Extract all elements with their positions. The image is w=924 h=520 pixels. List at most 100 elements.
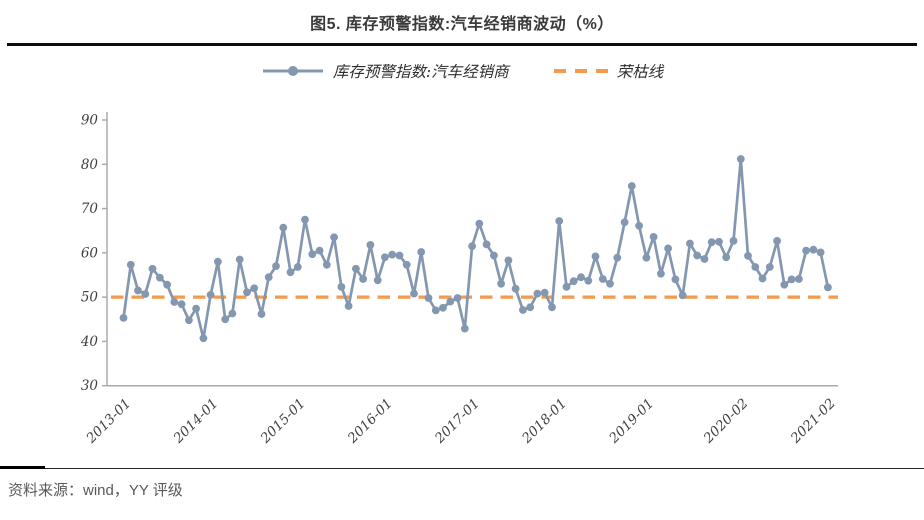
data-point — [686, 239, 694, 248]
data-point — [206, 291, 215, 299]
data-point — [649, 233, 658, 241]
data-point — [475, 219, 484, 228]
data-point — [657, 269, 665, 278]
x-tick-label: 2020-02 — [700, 396, 752, 448]
data-point — [773, 237, 781, 245]
x-tick-label: 2014-01 — [170, 396, 222, 448]
data-point — [417, 248, 426, 256]
data-point — [424, 294, 433, 302]
x-tick-label: 2018-01 — [518, 396, 570, 448]
y-tick-label: 90 — [81, 113, 99, 129]
data-point — [744, 252, 752, 260]
data-point — [795, 275, 803, 283]
data-point — [780, 280, 789, 289]
data-point — [497, 279, 505, 288]
data-point — [322, 260, 331, 269]
data-point — [736, 155, 745, 163]
series-line-swatch — [262, 66, 323, 76]
x-tick-label: 2015-01 — [257, 396, 309, 448]
data-point — [468, 242, 476, 251]
data-point — [170, 298, 179, 306]
data-point — [816, 248, 825, 257]
data-point — [511, 284, 520, 293]
data-point — [250, 284, 259, 293]
data-point — [148, 264, 157, 273]
y-tick-label: 80 — [81, 157, 99, 173]
data-point — [700, 255, 709, 263]
chart-title: 图5. 库存预警指数:汽车经销商波动（%） — [310, 16, 614, 33]
x-tick-label: 2019-01 — [605, 396, 657, 448]
data-point — [301, 215, 309, 224]
data-point — [155, 273, 164, 282]
data-point — [787, 275, 796, 284]
data-point — [235, 255, 244, 264]
data-point — [555, 217, 564, 225]
data-point — [526, 303, 535, 312]
data-point — [809, 245, 818, 254]
data-point — [548, 303, 556, 312]
data-point — [352, 264, 360, 273]
title-divider — [7, 43, 917, 46]
data-point — [722, 253, 731, 262]
x-tick-label: 2013-01 — [83, 396, 135, 448]
data-point — [264, 273, 273, 282]
x-tick-label: 2021-02 — [787, 396, 839, 448]
data-point — [693, 251, 702, 260]
data-point — [308, 250, 317, 259]
data-point — [729, 237, 738, 245]
legend-item-series: 库存预警指数:汽车经销商 — [261, 60, 509, 82]
data-point — [330, 233, 338, 242]
data-point — [163, 280, 172, 289]
x-tick-label: 2016-01 — [344, 396, 396, 448]
data-point — [243, 288, 251, 297]
data-point — [286, 268, 295, 277]
data-point — [373, 276, 382, 285]
data-point — [199, 334, 208, 343]
data-point — [439, 303, 447, 312]
bottom-divider-stub — [0, 466, 45, 469]
data-point — [446, 297, 455, 306]
data-point — [119, 314, 128, 322]
data-point — [707, 238, 716, 247]
data-point — [228, 309, 237, 318]
data-point — [410, 289, 418, 298]
data-point — [540, 288, 549, 297]
data-point — [671, 275, 680, 284]
data-point — [359, 275, 367, 283]
data-point — [337, 283, 346, 291]
breakeven-line-swatch — [553, 69, 608, 73]
data-point — [490, 251, 498, 260]
y-tick-label: 60 — [81, 245, 99, 261]
y-tick-label: 30 — [81, 378, 99, 394]
y-tick-label: 40 — [80, 334, 99, 350]
bottom-divider — [0, 468, 924, 469]
data-point — [221, 315, 230, 324]
data-point — [402, 260, 411, 269]
data-point — [642, 253, 651, 262]
data-point — [126, 260, 135, 269]
data-point — [598, 275, 607, 283]
chart-legend: 库存预警指数:汽车经销商 荣枯线 — [0, 60, 924, 82]
data-point — [678, 291, 687, 300]
data-point — [257, 310, 266, 318]
data-point — [185, 316, 193, 325]
data-point — [824, 283, 832, 292]
data-point — [388, 250, 397, 259]
data-point — [562, 283, 571, 291]
data-point — [606, 279, 614, 288]
data-point — [715, 237, 723, 246]
data-point — [765, 263, 774, 271]
data-point — [504, 256, 513, 265]
data-point — [584, 276, 593, 285]
data-point — [344, 302, 353, 310]
legend-series-label: 库存预警指数:汽车经销商 — [332, 63, 509, 81]
data-point — [802, 246, 810, 255]
data-point — [214, 257, 222, 266]
data-point — [620, 218, 629, 227]
data-point — [482, 240, 491, 249]
data-point — [315, 246, 324, 255]
data-point — [533, 289, 542, 298]
data-point — [279, 223, 288, 232]
data-point — [366, 241, 375, 249]
